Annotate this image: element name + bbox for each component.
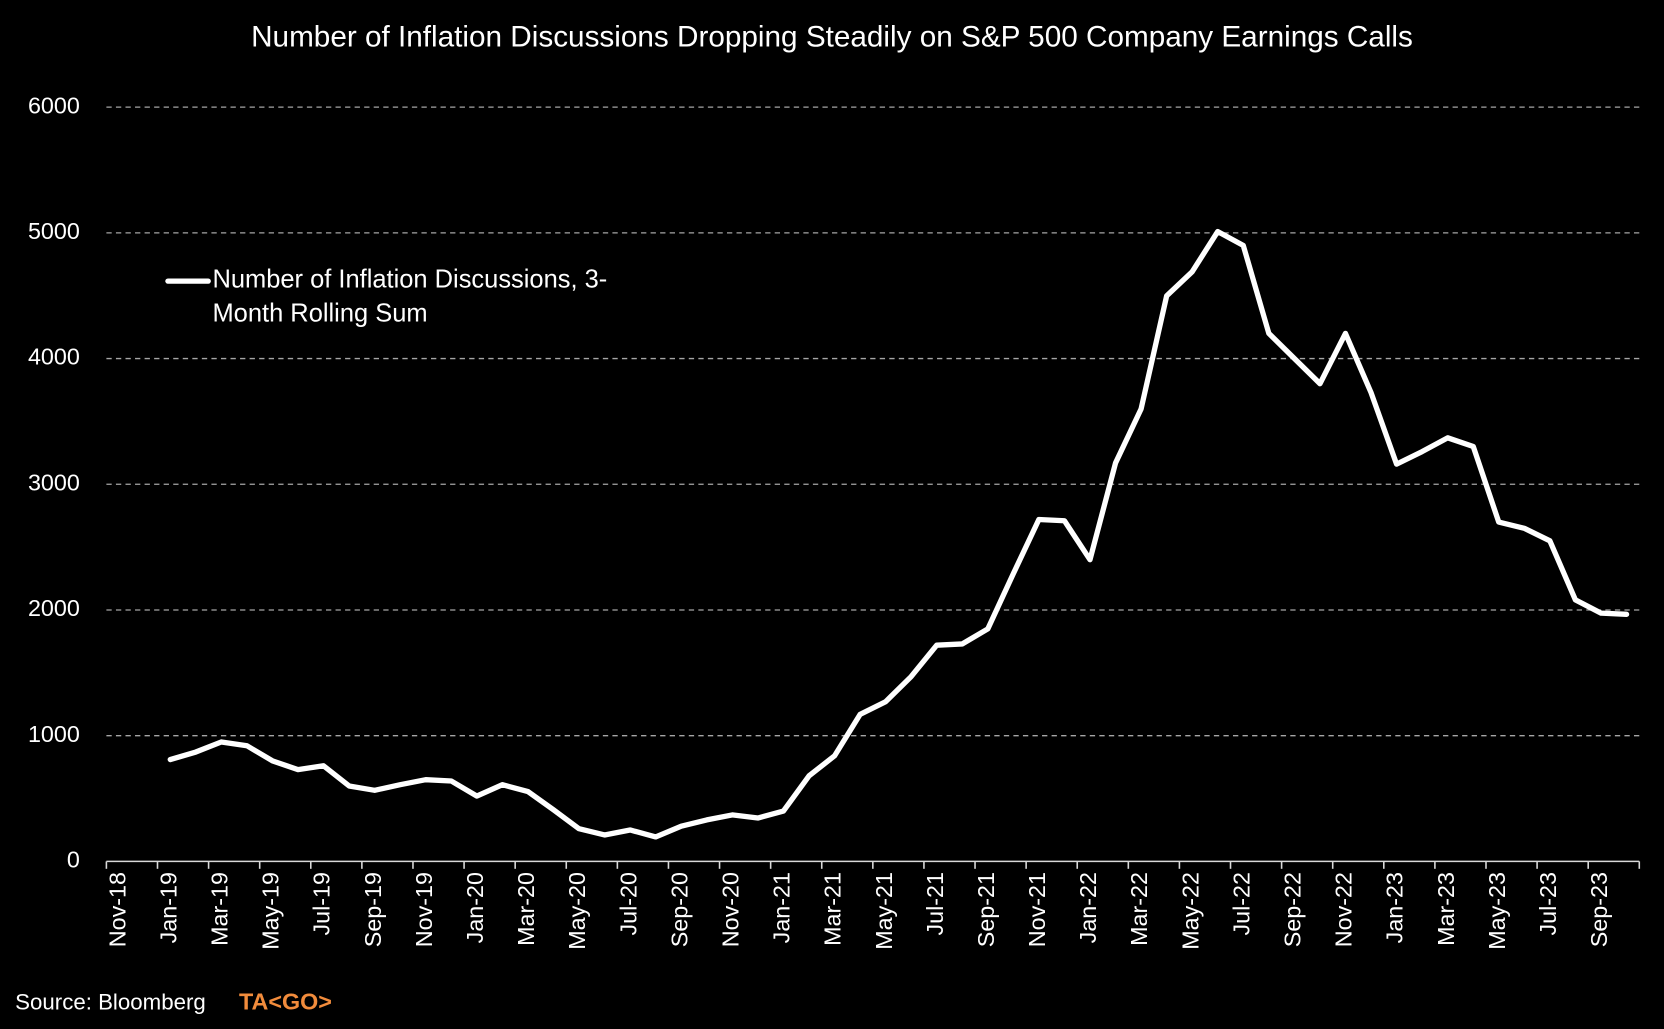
x-tick-label: Nov-21 — [1024, 872, 1050, 947]
x-tick-label: Mar-21 — [820, 872, 846, 946]
x-tick-label: Jan-21 — [769, 872, 795, 943]
x-tick-label: Mar-23 — [1433, 872, 1459, 946]
x-tick-label: Jul-20 — [615, 872, 641, 936]
x-tick-label: May-19 — [258, 872, 284, 950]
x-tick-label: Sep-23 — [1586, 872, 1612, 947]
x-tick-label: Nov-19 — [411, 872, 437, 947]
x-tick-label: May-22 — [1177, 872, 1203, 950]
x-tick-label: Jan-22 — [1075, 872, 1101, 943]
x-tick-label: May-21 — [871, 872, 897, 950]
x-tick-label: Jul-21 — [922, 872, 948, 936]
y-tick-label: 2000 — [28, 595, 80, 621]
legend-box: Number of Inflation Discussions, 3-Month… — [212, 265, 608, 328]
y-tick-label: 4000 — [28, 344, 80, 370]
title-box: Number of Inflation Discussions Dropping… — [251, 20, 1413, 54]
x-tick-label: Sep-22 — [1280, 872, 1306, 947]
x-tick-label: Jul-22 — [1228, 872, 1254, 936]
logo: TA<GO> — [239, 989, 332, 1015]
y-tick-label: 5000 — [28, 218, 80, 244]
y-tick-label: 1000 — [28, 721, 80, 747]
x-tick-label: May-20 — [564, 872, 590, 950]
x-tick-label: Mar-22 — [1126, 872, 1152, 946]
legend-label: Number of Inflation Discussions, 3-Month… — [212, 265, 608, 328]
x-tick-label: Nov-22 — [1331, 872, 1357, 947]
x-tick-label: Sep-19 — [360, 872, 386, 947]
x-tick-label: Jul-19 — [309, 872, 335, 936]
y-tick-label: 3000 — [28, 469, 80, 495]
x-tick-label: Jan-20 — [462, 872, 488, 943]
y-tick-label: 6000 — [28, 92, 80, 118]
x-tick-label: Nov-20 — [717, 872, 743, 947]
chart-title: Number of Inflation Discussions Dropping… — [251, 20, 1413, 54]
source: Source: Bloomberg — [15, 989, 206, 1014]
x-tick-label: Jul-23 — [1535, 872, 1561, 936]
x-tick-label: Nov-18 — [104, 872, 130, 947]
x-tick-label: Jan-23 — [1382, 872, 1408, 943]
y-tick-label: 0 — [67, 847, 80, 873]
x-tick-label: Sep-20 — [666, 872, 692, 947]
x-tick-label: Jan-19 — [155, 872, 181, 943]
x-tick-label: Sep-21 — [973, 872, 999, 947]
x-tick-label: May-23 — [1484, 872, 1510, 950]
data-line — [167, 228, 1630, 840]
x-tick-label: Mar-19 — [207, 872, 233, 946]
x-tick-label: Mar-20 — [513, 872, 539, 946]
